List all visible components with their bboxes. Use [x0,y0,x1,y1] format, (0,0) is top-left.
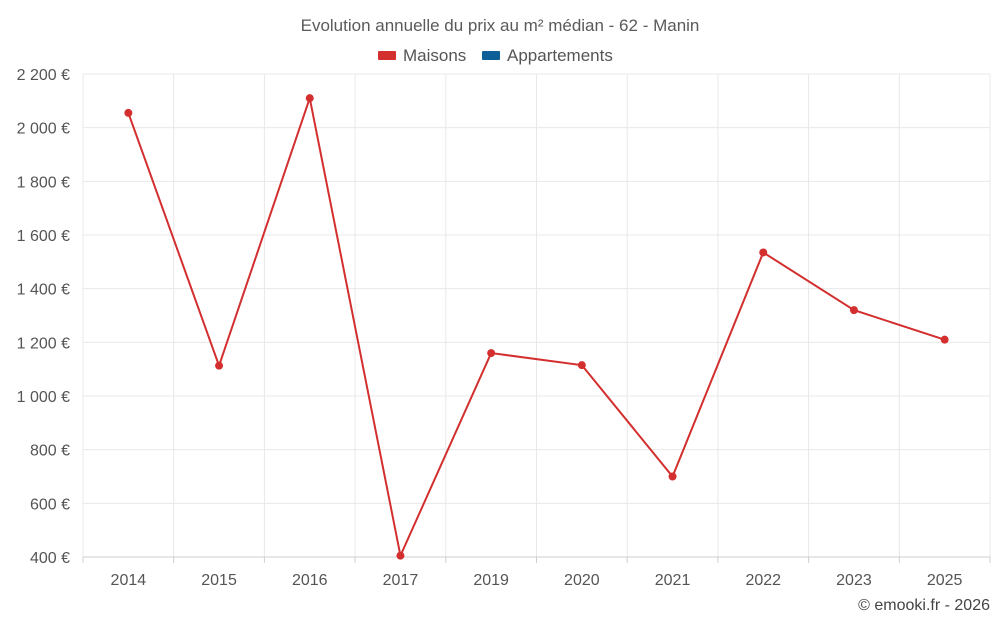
data-point[interactable] [759,248,768,257]
grid [82,73,991,558]
y-tick-label: 1 200 € [17,335,70,352]
data-point[interactable] [124,108,133,117]
legend-item-appartements[interactable]: Appartements [482,46,613,65]
y-tick-label: 2 000 € [17,121,70,138]
x-tick-label: 2017 [383,572,419,589]
legend-item-maisons[interactable]: Maisons [378,46,466,65]
credit-text: © emooki.fr - 2026 [858,597,990,614]
legend-label-maisons: Maisons [403,46,466,65]
data-point[interactable] [305,94,314,103]
y-tick-label: 800 € [30,443,70,460]
y-tick-label: 1 000 € [17,389,70,406]
y-tick-label: 2 200 € [17,67,70,84]
x-tick-label: 2014 [111,572,147,589]
y-tick-label: 1 400 € [17,282,70,299]
data-point[interactable] [396,551,405,560]
data-point[interactable] [940,335,949,344]
chart-title: Evolution annuelle du prix au m² médian … [301,16,700,35]
data-point[interactable] [215,361,224,370]
y-tick-label: 400 € [30,550,70,567]
x-axis: 2014 2015 2016 2017 2019 2020 2021 2022 2023 2025 [82,556,991,589]
legend-swatch-maisons [378,51,396,60]
legend-swatch-appartements [482,51,500,60]
x-tick-label: 2023 [836,572,872,589]
series-maisons [124,94,949,560]
x-tick-label: 2025 [927,572,963,589]
legend: Maisons Appartements [378,46,613,65]
y-tick-label: 1 600 € [17,228,70,245]
x-tick-label: 2021 [655,572,691,589]
legend-label-appartements: Appartements [507,46,613,65]
x-tick-label: 2016 [292,572,328,589]
x-tick-label: 2019 [473,572,509,589]
data-point[interactable] [668,472,677,481]
x-tick-label: 2022 [745,572,781,589]
data-point[interactable] [849,306,858,315]
series-line [127,94,945,559]
data-point[interactable] [487,349,496,358]
y-tick-label: 1 800 € [17,174,70,191]
x-tick-label: 2020 [564,572,600,589]
x-tick-label: 2015 [201,572,237,589]
y-tick-label: 600 € [30,496,70,513]
y-axis: 400 € 600 € 800 € 1 000 € 1 200 € 1 400 € 1 60… [17,67,70,567]
data-point[interactable] [577,361,586,370]
